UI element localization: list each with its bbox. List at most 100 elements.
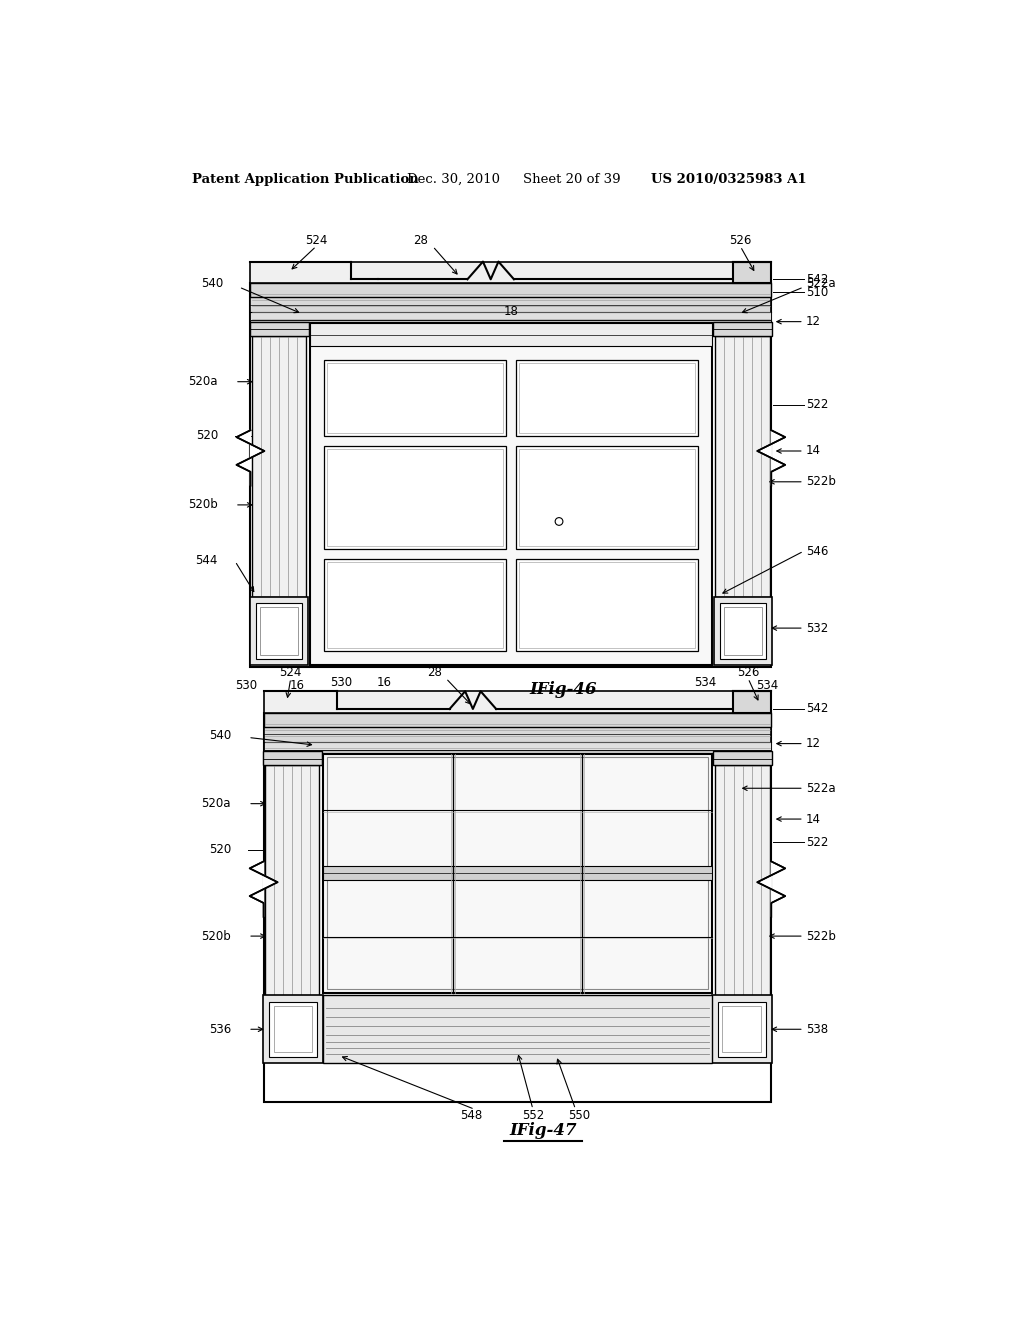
Bar [328,449,503,546]
Bar [256,603,302,659]
Bar [263,751,322,766]
Bar [251,321,771,335]
Bar [518,561,694,648]
Text: 544: 544 [196,554,218,566]
Text: 526: 526 [737,667,759,680]
Bar [310,323,712,665]
Text: US 2010/0325983 A1: US 2010/0325983 A1 [651,173,807,186]
Bar [260,607,298,655]
Bar [251,261,771,284]
Bar [263,750,771,766]
Text: 532: 532 [806,622,828,635]
Text: 524: 524 [280,667,302,680]
Bar [251,284,771,667]
Text: 12: 12 [806,737,821,750]
Bar [716,766,770,1032]
Bar [718,1002,766,1057]
Text: 14: 14 [806,813,821,825]
Bar [263,995,324,1063]
Text: 520: 520 [209,843,231,857]
Bar [251,284,771,335]
Bar [324,360,506,437]
Bar [273,1006,312,1052]
Bar [515,446,697,549]
Bar [722,1006,761,1052]
Text: 16: 16 [290,680,304,693]
Text: 16: 16 [376,676,391,689]
Text: 520a: 520a [202,797,231,810]
Text: 522b: 522b [806,475,836,488]
Bar [713,322,772,335]
Bar [518,449,694,546]
Bar [269,1002,317,1057]
Bar [713,751,772,766]
Text: 552: 552 [522,1109,544,1122]
Bar [263,713,771,1102]
Text: 14: 14 [806,445,821,458]
Bar [720,603,766,659]
Polygon shape [758,862,785,917]
Bar [263,742,771,750]
Bar [732,261,771,284]
Text: 520b: 520b [188,499,218,511]
Bar [324,754,712,993]
Text: 522: 522 [806,836,828,849]
Text: 530: 530 [330,676,352,689]
Text: 540: 540 [209,730,231,742]
Text: 534: 534 [694,676,717,689]
Text: 540: 540 [201,277,223,289]
Bar [250,322,308,335]
Text: 520: 520 [196,429,218,442]
Text: IFig-47: IFig-47 [509,1122,577,1139]
Bar [324,995,712,1063]
Bar [515,558,697,651]
Bar [518,363,694,433]
Text: 18: 18 [504,305,518,318]
Bar [324,446,506,549]
Text: 542: 542 [806,273,828,286]
Bar [263,713,771,766]
Bar [324,558,506,651]
Text: 522b: 522b [806,929,836,942]
Bar [515,360,697,437]
Bar [732,692,771,713]
Text: 520a: 520a [188,375,218,388]
Text: 522a: 522a [806,781,836,795]
Bar [324,866,712,880]
Text: 524: 524 [305,234,328,247]
Text: IFig-46: IFig-46 [529,681,597,698]
Bar [328,758,708,989]
Text: Sheet 20 of 39: Sheet 20 of 39 [523,173,621,186]
Text: 28: 28 [414,234,428,247]
Bar [724,607,762,655]
Bar [265,766,319,1032]
Text: 548: 548 [460,1109,482,1122]
Text: 534: 534 [757,680,778,693]
Polygon shape [250,862,278,917]
Polygon shape [758,430,785,486]
Text: 522a: 522a [806,277,836,289]
Text: 550: 550 [568,1109,591,1122]
Text: 28: 28 [427,667,441,680]
Text: 530: 530 [236,680,258,693]
Text: 526: 526 [729,234,752,247]
Bar [328,363,503,433]
Bar [310,323,712,346]
Text: 538: 538 [806,1023,828,1036]
Text: 522: 522 [806,399,828,412]
Bar [714,597,772,665]
Bar [251,284,771,297]
Text: 542: 542 [806,702,828,715]
Text: 12: 12 [806,315,821,329]
Bar [712,995,772,1063]
Bar [263,692,771,713]
Bar [252,335,306,598]
Text: 546: 546 [806,545,828,557]
Bar [250,597,308,665]
Text: 520b: 520b [202,929,231,942]
Bar [716,335,770,598]
Bar [263,713,771,726]
Text: Dec. 30, 2010: Dec. 30, 2010 [407,173,500,186]
Bar [328,561,503,648]
Text: 536: 536 [209,1023,231,1036]
